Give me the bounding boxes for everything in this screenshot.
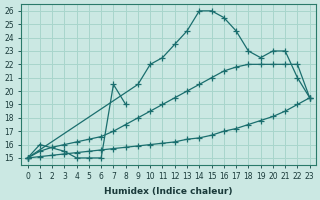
X-axis label: Humidex (Indice chaleur): Humidex (Indice chaleur) — [104, 187, 233, 196]
